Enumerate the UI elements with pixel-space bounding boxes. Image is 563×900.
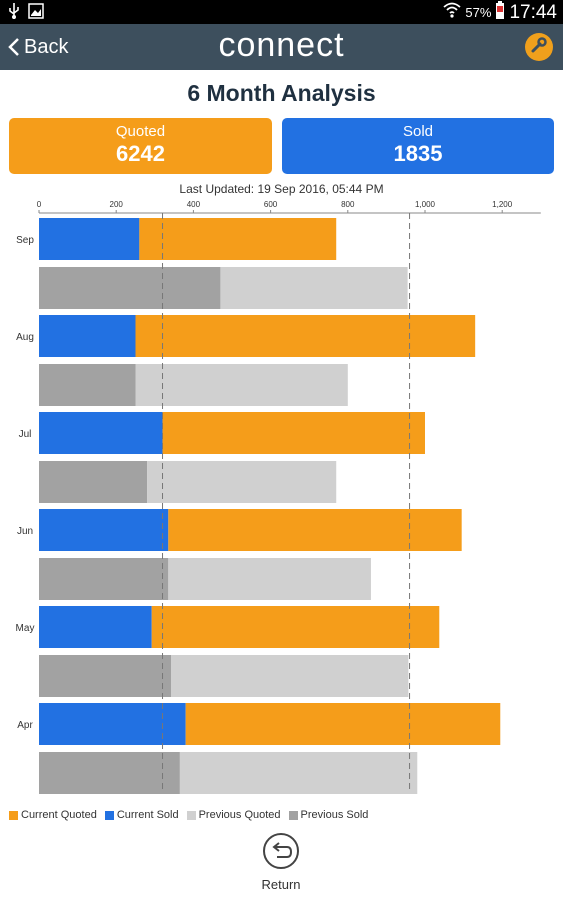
bar-previous-sold (39, 558, 169, 600)
back-button[interactable]: Back (8, 24, 68, 70)
x-tick-label: 1,000 (415, 200, 436, 209)
legend-item-current-quoted: Current Quoted (9, 809, 97, 821)
x-tick-label: 0 (37, 200, 42, 209)
bar-current-quoted (151, 606, 440, 648)
quoted-card[interactable]: Quoted 6242 (9, 118, 272, 174)
bar-current-quoted (139, 218, 337, 260)
y-tick-label: Sep (16, 235, 34, 246)
battery-icon (495, 1, 505, 24)
bar-previous-quoted (220, 267, 408, 309)
clock: 17:44 (509, 1, 557, 23)
analysis-chart: 0 200 400 600 800 1,000 1,200 Sep Aug Jul Jun May Ap… (16, 200, 541, 794)
quoted-label: Quoted (115, 123, 166, 140)
legend-label: Previous Quoted (198, 809, 281, 821)
bar-current-sold (39, 606, 152, 648)
bar-current-sold (39, 412, 163, 454)
return-button[interactable]: Return (250, 832, 312, 892)
sold-value: 1835 (393, 141, 443, 166)
app-logo: connect (218, 26, 345, 64)
bar-previous-sold (39, 364, 136, 406)
bar-previous-quoted (171, 655, 409, 697)
y-tick-label: May (16, 623, 35, 634)
bar-previous-quoted (179, 752, 418, 794)
legend-swatch (288, 810, 298, 820)
legend-label: Current Sold (116, 809, 179, 821)
sold-card[interactable]: Sold 1835 (282, 118, 554, 174)
page-title: 6 Month Analysis (187, 80, 376, 106)
legend-swatch (9, 810, 18, 820)
chart-legend: Current Quoted Current Sold Previous Quo… (9, 809, 368, 821)
legend-swatch (186, 810, 196, 820)
bar-previous-sold (39, 655, 172, 697)
bar-previous-sold (39, 267, 221, 309)
settings-button[interactable] (525, 33, 553, 61)
usb-icon (8, 3, 20, 24)
x-tick-label: 800 (341, 200, 355, 209)
chevron-left-icon (8, 37, 20, 57)
return-icon (250, 832, 312, 873)
bar-current-sold (39, 703, 186, 745)
y-tick-label: Aug (16, 332, 34, 343)
bar-current-quoted (162, 412, 425, 454)
status-bar: 57% 17:44 (0, 0, 563, 24)
bar-current-sold (39, 315, 136, 357)
last-updated: Last Updated: 19 Sep 2016, 05:44 PM (179, 182, 384, 196)
wifi-icon (443, 2, 462, 23)
image-icon (28, 3, 44, 24)
legend-swatch (104, 810, 114, 820)
app-bar: Back connect (0, 24, 563, 70)
y-tick-label: Jun (17, 526, 33, 537)
legend-item-current-sold: Current Sold (104, 809, 179, 821)
bar-previous-quoted (135, 364, 348, 406)
back-label: Back (24, 35, 69, 58)
legend-item-previous-quoted: Previous Quoted (186, 809, 281, 821)
bar-previous-quoted (168, 558, 371, 600)
bar-current-quoted (135, 315, 476, 357)
wrench-icon (530, 36, 548, 59)
return-label: Return (261, 877, 301, 892)
bar-current-quoted (168, 509, 462, 551)
quoted-value: 6242 (116, 141, 165, 166)
bar-previous-sold (39, 461, 148, 503)
x-tick-label: 400 (187, 200, 201, 209)
bar-current-quoted (185, 703, 501, 745)
x-tick-label: 600 (264, 200, 278, 209)
battery-percent: 57% (465, 5, 492, 20)
y-tick-label: Apr (17, 720, 33, 731)
legend-label: Current Quoted (21, 809, 97, 821)
x-tick-label: 1,200 (492, 200, 513, 209)
x-tick-label: 200 (110, 200, 124, 209)
bar-current-sold (39, 218, 140, 260)
legend-item-previous-sold: Previous Sold (288, 809, 369, 821)
bar-previous-sold (39, 752, 180, 794)
bar-current-sold (39, 509, 169, 551)
y-tick-label: Jul (19, 429, 32, 440)
legend-label: Previous Sold (300, 809, 369, 821)
sold-label: Sold (402, 123, 434, 140)
bar-previous-quoted (147, 461, 337, 503)
